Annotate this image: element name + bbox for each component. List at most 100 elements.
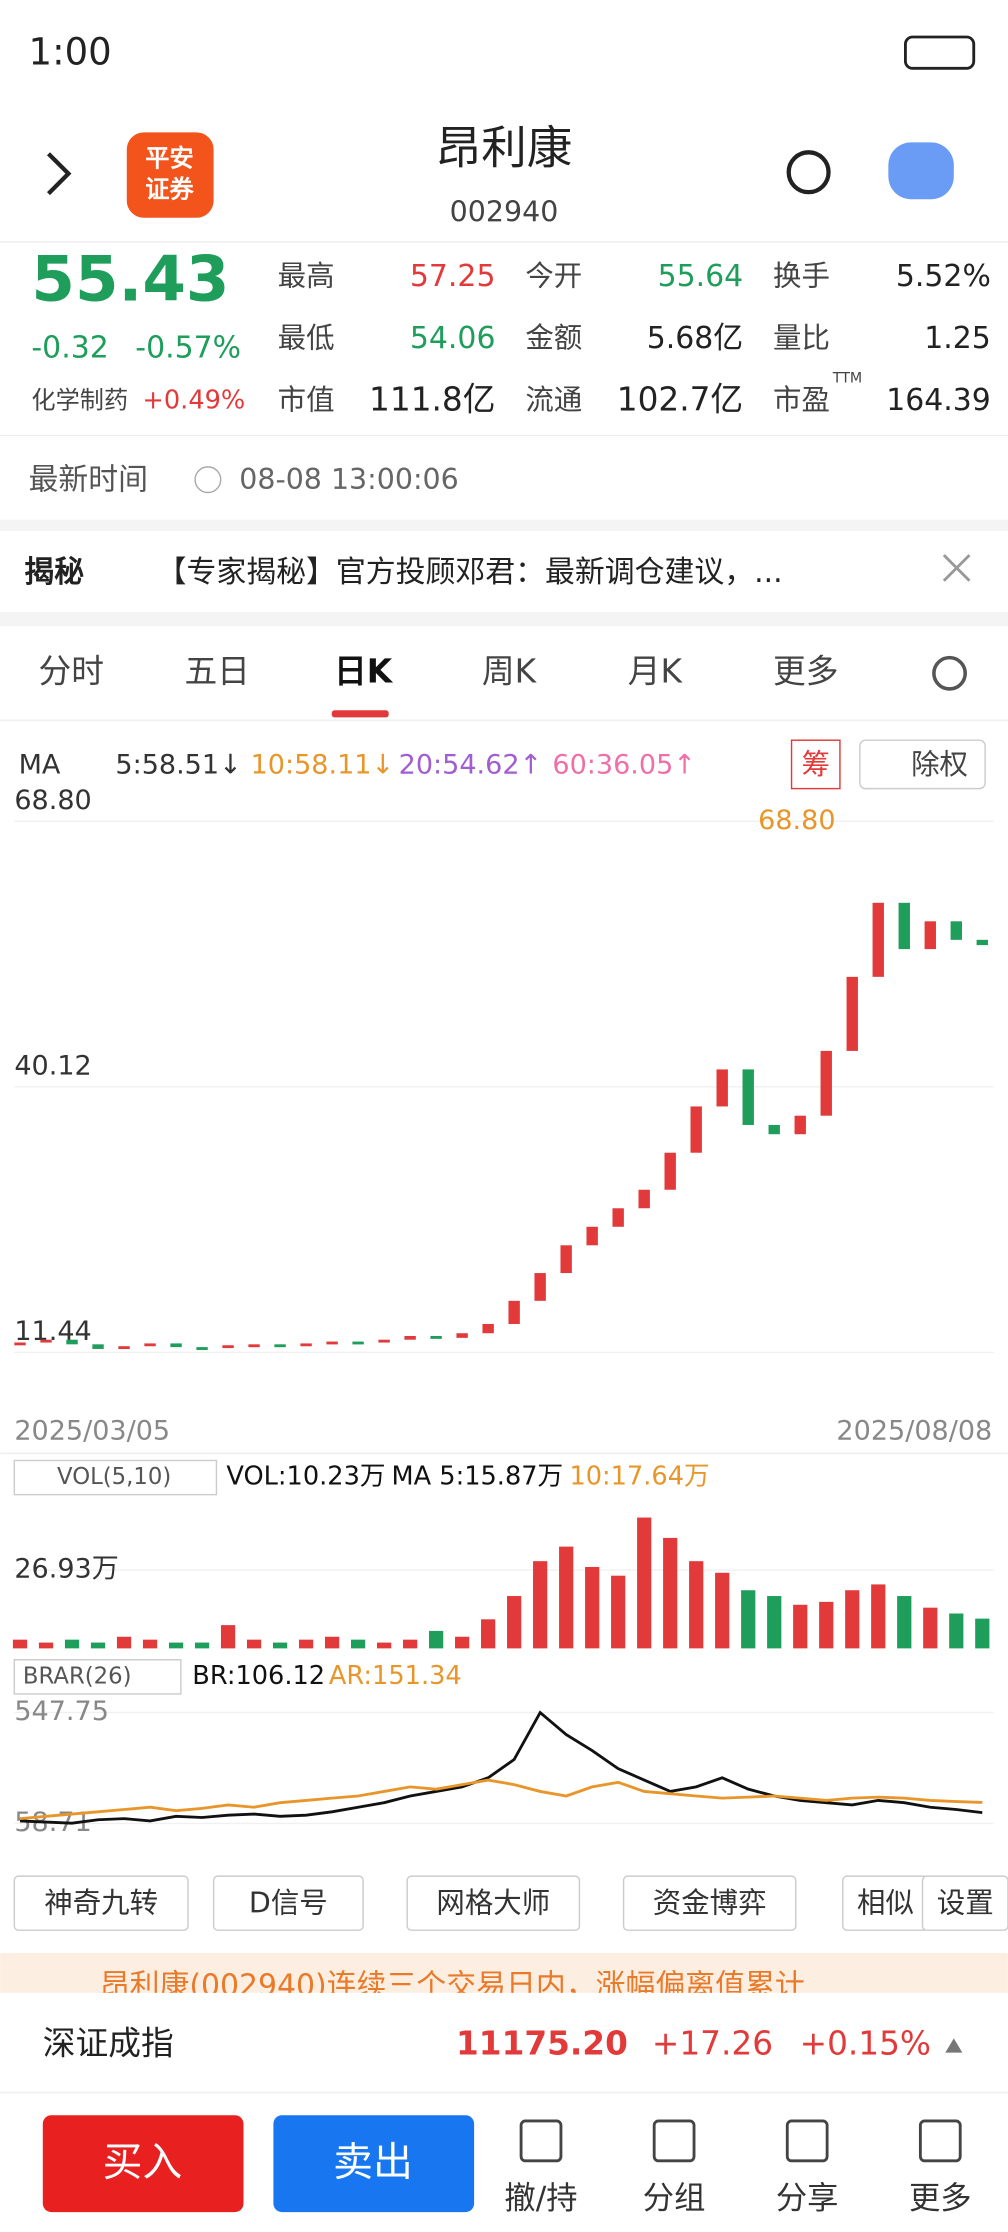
stat-label: 金额	[525, 321, 582, 354]
chip[interactable]: 除权	[911, 748, 968, 781]
action-icon[interactable]	[918, 2119, 962, 2163]
stat-value: 164.39	[886, 383, 991, 418]
y-tick-label: 547.75	[14, 1696, 109, 1727]
volume-bar	[272, 1642, 288, 1649]
robot[interactable]	[888, 142, 954, 200]
buy-label[interactable]: 买入	[103, 2140, 183, 2186]
date-start: 2025/03/05	[14, 1416, 170, 1447]
tool-button[interactable]	[406, 1875, 581, 1931]
vol-legend[interactable]: VOL(5,10)	[57, 1464, 171, 1490]
action-icon[interactable]	[652, 2119, 696, 2163]
candle	[352, 1341, 364, 1345]
volume-bar	[377, 1642, 392, 1649]
candle	[508, 1300, 520, 1324]
tab[interactable]: 月K	[628, 652, 684, 690]
search[interactable]	[786, 150, 831, 195]
candle	[690, 1106, 702, 1153]
action-icon[interactable]	[785, 2119, 829, 2163]
volume-bar	[559, 1546, 574, 1649]
candle	[742, 1069, 754, 1125]
volume-bar	[220, 1625, 236, 1649]
candle	[560, 1245, 572, 1274]
tool-label[interactable]: 相似	[857, 1887, 914, 1920]
logo-text: 证券	[145, 176, 194, 204]
candle	[586, 1226, 598, 1246]
tool-button[interactable]	[13, 1875, 189, 1931]
news-text[interactable]: 【专家揭秘】官方投顾邓君：最新调仓建议，...	[157, 555, 783, 590]
candle	[274, 1344, 286, 1348]
tool-button[interactable]	[212, 1875, 364, 1931]
change-pct: -0.57%	[135, 330, 241, 365]
index-change: +17.26	[652, 2025, 773, 2063]
logo-text: 平安	[145, 144, 193, 172]
stat-value: 102.7亿	[617, 380, 743, 418]
banner-bg	[0, 1953, 1008, 1993]
settings[interactable]	[932, 655, 967, 691]
candle	[326, 1341, 338, 1345]
volume-bar	[12, 1639, 28, 1649]
tool-label[interactable]: 设置	[937, 1887, 994, 1920]
tab-indicator	[331, 710, 389, 718]
stat-value: 5.52%	[896, 259, 991, 294]
candle	[716, 1069, 728, 1107]
chip-box[interactable]	[790, 739, 841, 790]
action-label[interactable]: 撤/持	[504, 2180, 577, 2216]
vol-legend: VOL:10.23万	[226, 1462, 385, 1492]
volume-bar	[168, 1642, 184, 1649]
tool-label[interactable]: 神奇九转	[44, 1887, 158, 1920]
tool-label[interactable]: 网格大师	[436, 1887, 550, 1920]
candle	[950, 921, 962, 940]
tab[interactable]: 周K	[482, 652, 538, 690]
stock-name: 昂利康	[436, 121, 573, 174]
volume-bar	[923, 1607, 938, 1649]
stat-value: 111.8亿	[369, 380, 495, 418]
brar-legend: AR:151.34	[329, 1661, 462, 1691]
tool-button[interactable]	[622, 1875, 797, 1931]
brar-legend[interactable]: BRAR(26)	[23, 1663, 132, 1689]
stat-value: 54.06	[410, 321, 496, 356]
info-icon	[194, 466, 222, 494]
battery	[903, 35, 976, 70]
candle	[482, 1323, 494, 1334]
volume-bar	[194, 1642, 210, 1649]
volume-bar	[741, 1590, 756, 1649]
ma-value: MA	[19, 749, 61, 780]
candle	[170, 1343, 182, 1348]
chip[interactable]: 筹	[802, 748, 830, 781]
candle	[612, 1208, 624, 1227]
back[interactable]	[46, 152, 72, 196]
volume-bar	[90, 1642, 106, 1649]
tab[interactable]: 更多	[773, 652, 838, 690]
index-value: 11175.20	[456, 2025, 628, 2063]
ma-value: 60:36.05↑	[552, 749, 696, 780]
action-label[interactable]: 分享	[776, 2180, 839, 2216]
action-icon[interactable]	[519, 2119, 563, 2163]
buy-button[interactable]	[42, 2115, 244, 2213]
tab[interactable]: 日K	[334, 652, 394, 690]
vol-box	[13, 1459, 218, 1496]
volume-bar	[663, 1537, 678, 1649]
chip-box[interactable]	[859, 739, 986, 790]
candle	[40, 1339, 52, 1343]
brar-line	[19, 1778, 983, 1821]
candle	[118, 1346, 130, 1350]
tool-label[interactable]: 资金博弈	[653, 1887, 767, 1920]
tab[interactable]: 五日	[184, 652, 249, 690]
sell-button[interactable]	[273, 2115, 475, 2213]
action-label[interactable]: 分组	[643, 2180, 706, 2216]
tab[interactable]: 分时	[39, 652, 104, 690]
logo	[126, 132, 214, 218]
volume-bar	[507, 1596, 522, 1649]
action-label[interactable]: 更多	[909, 2180, 972, 2216]
tool-label[interactable]: D信号	[249, 1887, 328, 1920]
volume-bar	[949, 1613, 964, 1649]
sell-label[interactable]: 卖出	[333, 2140, 413, 2186]
candle	[794, 1115, 806, 1135]
stat-value: 5.68亿	[647, 321, 743, 356]
close[interactable]	[942, 554, 971, 582]
volume-bar	[585, 1566, 600, 1649]
update-label: 最新时间	[29, 463, 149, 498]
volume-bar	[350, 1639, 366, 1649]
